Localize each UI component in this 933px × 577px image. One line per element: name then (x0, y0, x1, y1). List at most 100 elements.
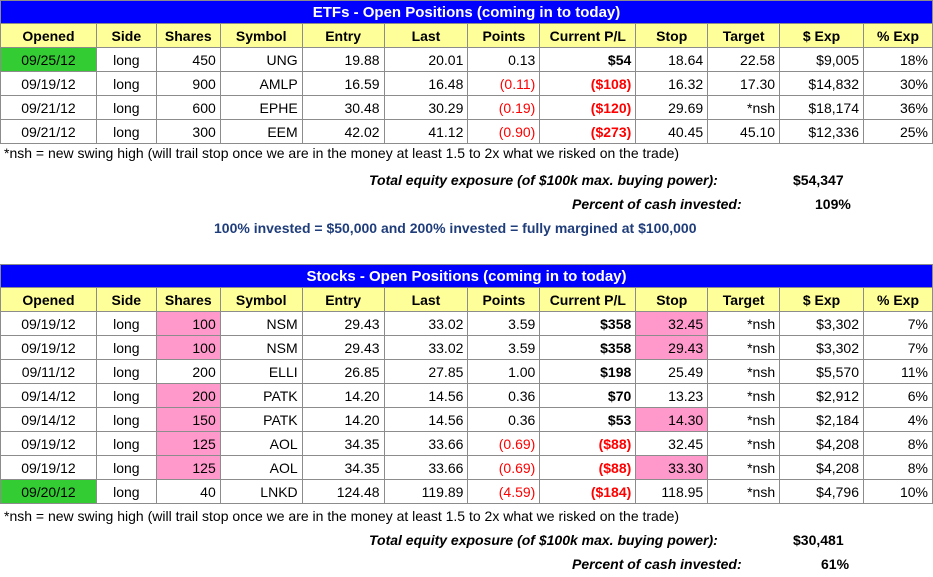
col-header: Target (707, 23, 781, 48)
stocks-cash-label: Percent of cash invested: (572, 556, 742, 572)
stocks-table: Stocks - Open Positions (coming in to to… (0, 264, 933, 504)
cell-target: *nsh (707, 431, 781, 456)
cell-pexp: 8% (862, 431, 933, 456)
cell-last: 33.66 (383, 455, 469, 480)
cell-opened: 09/20/12 (0, 479, 97, 504)
cell-last: 14.56 (383, 407, 469, 432)
table-row: 09/11/12 long 200 ELLI 26.85 27.85 1.00 $198 25.… (0, 359, 933, 384)
cell-symbol: ELLI (219, 359, 303, 384)
stocks-table-title: Stocks - Open Positions (coming in to to… (0, 264, 933, 288)
cell-stop: 13.23 (635, 383, 709, 408)
cell-shares: 125 (155, 455, 221, 480)
cell-stop: 33.30 (635, 455, 709, 480)
cell-shares: 450 (155, 47, 221, 72)
cell-opened: 09/21/12 (0, 95, 97, 120)
cell-target: *nsh (707, 95, 781, 120)
cell-exp: $18,174 (779, 95, 864, 120)
cell-points: (0.90) (467, 119, 541, 144)
cell-points: 0.13 (467, 47, 541, 72)
cell-shares: 900 (155, 71, 221, 96)
table-row: 09/20/12 long 40 LNKD 124.48 119.89 (4.59) ($18… (0, 479, 933, 504)
table-row: 09/19/12 long 900 AMLP 16.59 16.48 (0.11) ($108… (0, 71, 933, 96)
cell-pexp: 36% (862, 95, 933, 120)
col-header: Stop (635, 23, 709, 48)
cell-pl: $53 (539, 407, 637, 432)
cell-last: 33.02 (383, 311, 469, 336)
cell-points: (0.69) (467, 431, 541, 456)
cell-pexp: 8% (862, 455, 933, 480)
col-header: Symbol (219, 287, 303, 312)
cell-stop: 18.64 (635, 47, 709, 72)
stocks-cash-value: 61% (821, 556, 850, 572)
cell-symbol: NSM (219, 335, 303, 360)
cell-side: long (95, 335, 157, 360)
table-row: 09/19/12 long 125 AOL 34.35 33.66 (0.69) ($88) 3… (0, 455, 933, 480)
cell-pl: ($108) (539, 71, 637, 96)
table-row: 09/21/12 long 300 EEM 42.02 41.12 (0.90) ($273)… (0, 119, 933, 144)
cell-exp: $2,184 (779, 407, 864, 432)
cell-shares: 200 (155, 383, 221, 408)
cell-points: 3.59 (467, 311, 541, 336)
table-row: 09/19/12 long 100 NSM 29.43 33.02 3.59 $358 29.4… (0, 335, 933, 360)
cell-side: long (95, 359, 157, 384)
cell-target: *nsh (707, 311, 781, 336)
stocks-exposure-label: Total equity exposure (of $100k max. buy… (369, 532, 718, 548)
cell-entry: 29.43 (301, 335, 385, 360)
cell-shares: 300 (155, 119, 221, 144)
cell-symbol: NSM (219, 311, 303, 336)
cell-points: 0.36 (467, 383, 541, 408)
cell-shares: 150 (155, 407, 221, 432)
table-row: 09/21/12 long 600 EPHE 30.48 30.29 (0.19) ($120… (0, 95, 933, 120)
cell-entry: 16.59 (301, 71, 385, 96)
cell-shares: 40 (155, 479, 221, 504)
cell-entry: 14.20 (301, 383, 385, 408)
table-row: 09/14/12 long 150 PATK 14.20 14.56 0.36 $53 14.3… (0, 407, 933, 432)
stocks-exposure-value: $30,481 (793, 532, 844, 548)
cell-pl: ($88) (539, 455, 637, 480)
cell-target: *nsh (707, 383, 781, 408)
cell-pexp: 10% (862, 479, 933, 504)
cell-last: 20.01 (383, 47, 469, 72)
col-header: Shares (155, 23, 221, 48)
cell-entry: 30.48 (301, 95, 385, 120)
cell-pexp: 30% (862, 71, 933, 96)
table-row: 09/14/12 long 200 PATK 14.20 14.56 0.36 $70 13.2… (0, 383, 933, 408)
cell-target: *nsh (707, 407, 781, 432)
cell-shares: 600 (155, 95, 221, 120)
cell-entry: 42.02 (301, 119, 385, 144)
cell-opened: 09/19/12 (0, 455, 97, 480)
col-header: Opened (0, 287, 97, 312)
etf-exposure-value: $54,347 (793, 172, 844, 188)
cell-stop: 118.95 (635, 479, 709, 504)
cell-symbol: AOL (219, 431, 303, 456)
etf-nsh-note: *nsh = new swing high (will trail stop o… (4, 145, 680, 161)
cell-stop: 32.45 (635, 431, 709, 456)
cell-last: 119.89 (383, 479, 469, 504)
cell-exp: $14,832 (779, 71, 864, 96)
cell-side: long (95, 47, 157, 72)
cell-opened: 09/11/12 (0, 359, 97, 384)
col-header: Points (467, 23, 541, 48)
cell-pl: $54 (539, 47, 637, 72)
table-row: 09/19/12 long 100 NSM 29.43 33.02 3.59 $358 32.4… (0, 311, 933, 336)
cell-target: 22.58 (707, 47, 781, 72)
stocks-nsh-note: *nsh = new swing high (will trail stop o… (4, 508, 680, 524)
cell-target: *nsh (707, 335, 781, 360)
cell-target: 45.10 (707, 119, 781, 144)
cell-entry: 19.88 (301, 47, 385, 72)
cell-entry: 26.85 (301, 359, 385, 384)
cell-shares: 100 (155, 335, 221, 360)
cell-opened: 09/19/12 (0, 311, 97, 336)
cell-symbol: AOL (219, 455, 303, 480)
cell-pexp: 11% (862, 359, 933, 384)
cell-target: 17.30 (707, 71, 781, 96)
col-header: Target (707, 287, 781, 312)
cell-points: (0.69) (467, 455, 541, 480)
cell-target: *nsh (707, 479, 781, 504)
cell-stop: 40.45 (635, 119, 709, 144)
cell-points: (4.59) (467, 479, 541, 504)
cell-entry: 14.20 (301, 407, 385, 432)
cell-pexp: 7% (862, 311, 933, 336)
cell-side: long (95, 383, 157, 408)
col-header: Current P/L (539, 287, 637, 312)
